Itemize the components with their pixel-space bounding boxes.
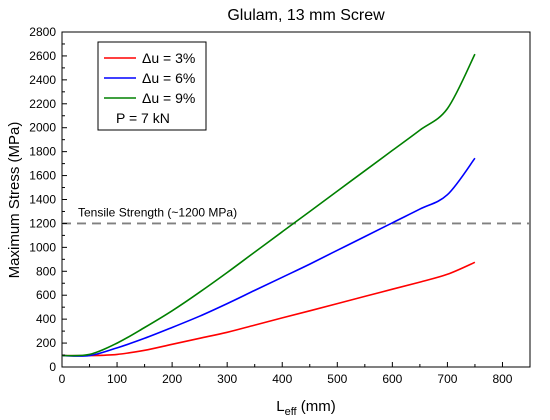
x-axis-title: Leff (mm) xyxy=(276,398,336,418)
x-tick-label: 600 xyxy=(382,372,402,386)
x-axis-title-main: L xyxy=(276,398,284,415)
x-tick-label: 100 xyxy=(107,372,127,386)
x-tick-label: 0 xyxy=(59,372,66,386)
y-tick-label: 600 xyxy=(36,288,56,302)
x-tick-label: 700 xyxy=(437,372,457,386)
y-tick-label: 2200 xyxy=(29,97,56,111)
chart-title: Glulam, 13 mm Screw xyxy=(227,7,385,24)
series-line-1 xyxy=(61,261,476,357)
y-tick-label: 2600 xyxy=(29,49,56,63)
x-tick-label: 400 xyxy=(272,372,292,386)
legend-note: P = 7 kN xyxy=(116,110,170,126)
reference-line-group: Tensile Strength (~1200 MPa) xyxy=(62,205,530,225)
y-tick-label: 200 xyxy=(36,336,56,350)
x-tick-label: 800 xyxy=(492,372,512,386)
series-group xyxy=(61,53,476,357)
x-axis-title-sub: eff xyxy=(285,406,298,418)
x-axis: 0 100 200 300 400 500 600 700 800 xyxy=(59,362,513,386)
series-line-3 xyxy=(61,53,476,357)
x-tick-label: 500 xyxy=(327,372,347,386)
y-tick-label: 2000 xyxy=(29,121,56,135)
y-tick-label: 2400 xyxy=(29,73,56,87)
x-tick-label: 200 xyxy=(162,372,182,386)
x-tick-label: 300 xyxy=(217,372,237,386)
x-axis-title-unit: (mm) xyxy=(297,398,336,415)
y-axis: 0 200 400 600 800 1000 1200 1400 1600 1800 2000 220… xyxy=(29,25,67,374)
legend-box xyxy=(97,41,207,131)
legend-label-2: Δu = 6% xyxy=(142,70,195,86)
y-tick-label: 1800 xyxy=(29,145,56,159)
y-tick-label: 1200 xyxy=(29,216,56,230)
y-tick-label: 1000 xyxy=(29,240,56,254)
y-tick-label: 1600 xyxy=(29,169,56,183)
y-tick-label: 2800 xyxy=(29,25,56,39)
legend-label-3: Δu = 9% xyxy=(142,90,195,106)
legend-label-1: Δu = 3% xyxy=(142,50,195,66)
y-tick-label: 800 xyxy=(36,264,56,278)
tensile-strength-label: Tensile Strength (~1200 MPa) xyxy=(78,205,237,219)
y-tick-label: 0 xyxy=(49,360,56,374)
series-line-2 xyxy=(61,157,476,357)
y-tick-label: 1400 xyxy=(29,193,56,207)
y-axis-title: Maximum Stress (MPa) xyxy=(6,122,23,279)
y-tick-label: 400 xyxy=(36,312,56,326)
legend: Δu = 3% Δu = 6% Δu = 9% P = 7 kN xyxy=(97,41,207,131)
